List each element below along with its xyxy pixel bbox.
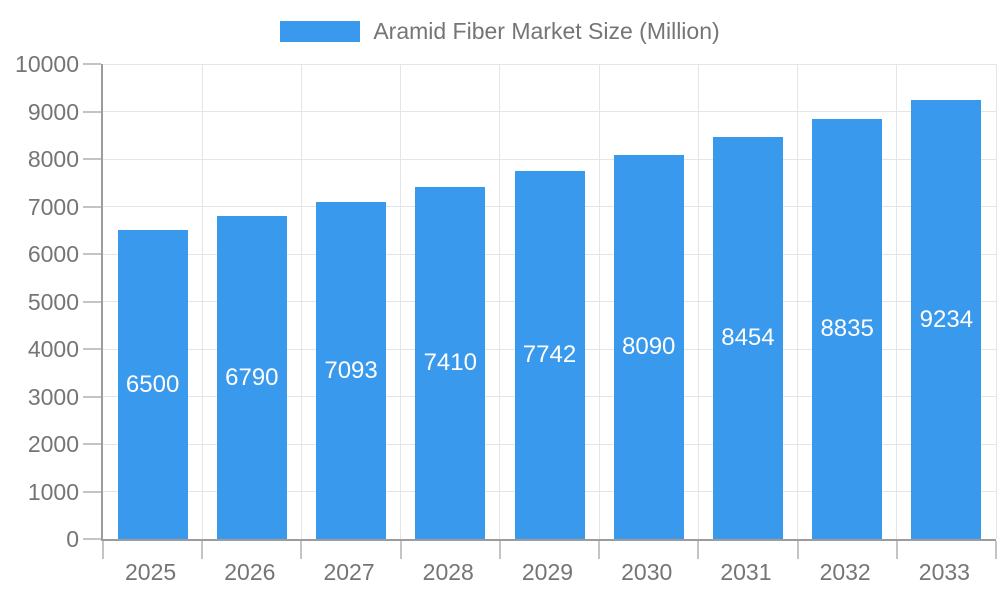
y-tick-label: 10000 xyxy=(15,51,79,77)
x-gridline xyxy=(797,64,799,539)
x-gridline xyxy=(300,64,302,539)
y-tick xyxy=(83,490,101,493)
bar[interactable]: 7093 xyxy=(316,202,387,539)
bar-value-label: 9234 xyxy=(919,305,974,333)
y-gridline xyxy=(103,158,996,160)
x-tick-label: 2026 xyxy=(224,559,276,585)
y-tick xyxy=(83,253,101,255)
bar[interactable]: 8835 xyxy=(812,119,883,539)
bar[interactable]: 6790 xyxy=(216,216,287,539)
x-gridline xyxy=(995,64,997,539)
y-gridline xyxy=(103,111,996,112)
y-tick xyxy=(83,348,101,350)
y-tick-label: 9000 xyxy=(27,98,79,125)
y-tick-label: 3000 xyxy=(27,383,79,410)
y-tick xyxy=(83,205,101,208)
x-tick-label: 2027 xyxy=(323,559,375,585)
bar-value-label: 6500 xyxy=(125,370,180,398)
x-gridline xyxy=(598,64,600,539)
x-tick-label: 2033 xyxy=(918,559,970,585)
x-tick xyxy=(895,541,898,559)
bar[interactable]: 7410 xyxy=(415,187,486,539)
x-tick-label: 2029 xyxy=(521,559,574,585)
x-tick xyxy=(399,541,402,559)
y-tick xyxy=(83,538,101,540)
legend-item[interactable]: Aramid Fiber Market Size (Million) xyxy=(0,16,1000,46)
bar-value-label: 6790 xyxy=(225,363,279,391)
x-gridline xyxy=(201,64,203,539)
y-tick xyxy=(83,110,101,113)
legend-swatch xyxy=(280,20,361,42)
bar-value-label: 7410 xyxy=(423,349,477,377)
x-tick xyxy=(697,541,700,559)
y-axis-labels: 0 1000 2000 3000 4000 5000 6000 7000 8000 9000 100… xyxy=(0,51,79,552)
y-gridline xyxy=(103,63,996,65)
y-tick xyxy=(83,300,101,303)
bar[interactable]: 8454 xyxy=(712,137,783,539)
bar[interactable]: 9234 xyxy=(911,100,982,539)
y-tick-label: 1000 xyxy=(27,478,79,505)
y-tick xyxy=(83,158,101,160)
y-tick-label: 4000 xyxy=(27,336,79,362)
y-tick-label: 8000 xyxy=(27,146,79,172)
y-tick xyxy=(83,443,101,445)
plot-area: 6500 6790 7093 7410 7742 8090 8454 8835 9234 xyxy=(83,63,997,559)
bar-value-label: 8090 xyxy=(622,332,676,360)
legend-label: Aramid Fiber Market Size (Million) xyxy=(373,18,720,44)
x-tick-label: 2025 xyxy=(125,559,177,585)
x-tick xyxy=(995,541,997,559)
x-tick xyxy=(498,541,501,559)
y-tick-label: 5000 xyxy=(27,288,79,315)
x-tick-label: 2032 xyxy=(819,559,871,585)
x-tick-label: 2030 xyxy=(621,559,673,585)
bar-value-label: 7742 xyxy=(522,341,577,369)
y-tick-label: 2000 xyxy=(27,431,79,457)
bar[interactable]: 8090 xyxy=(613,154,684,539)
y-tick-label: 7000 xyxy=(27,193,79,220)
bar-value-label: 7093 xyxy=(324,356,378,384)
x-gridline xyxy=(697,64,699,539)
y-tick-label: 6000 xyxy=(27,241,79,267)
x-tick-label: 2028 xyxy=(422,559,474,585)
x-tick-label: 2031 xyxy=(720,559,772,585)
x-gridline xyxy=(400,64,402,539)
x-tick xyxy=(300,541,303,559)
y-tick xyxy=(83,395,101,398)
bar-value-label: 8835 xyxy=(820,315,874,343)
x-gridline xyxy=(896,64,898,539)
x-tick xyxy=(201,541,204,559)
x-tick xyxy=(102,541,104,559)
x-tick xyxy=(598,541,601,559)
bar[interactable]: 7742 xyxy=(514,171,585,539)
y-tick xyxy=(83,63,101,65)
x-axis-labels: 2025 2026 2027 2028 2029 2030 2031 2032 2033 xyxy=(101,558,994,586)
y-tick-label: 0 xyxy=(66,526,79,552)
bar-value-label: 8454 xyxy=(721,324,775,352)
x-tick xyxy=(796,541,799,559)
x-gridline xyxy=(499,64,501,539)
bar[interactable]: 6500 xyxy=(117,230,188,539)
